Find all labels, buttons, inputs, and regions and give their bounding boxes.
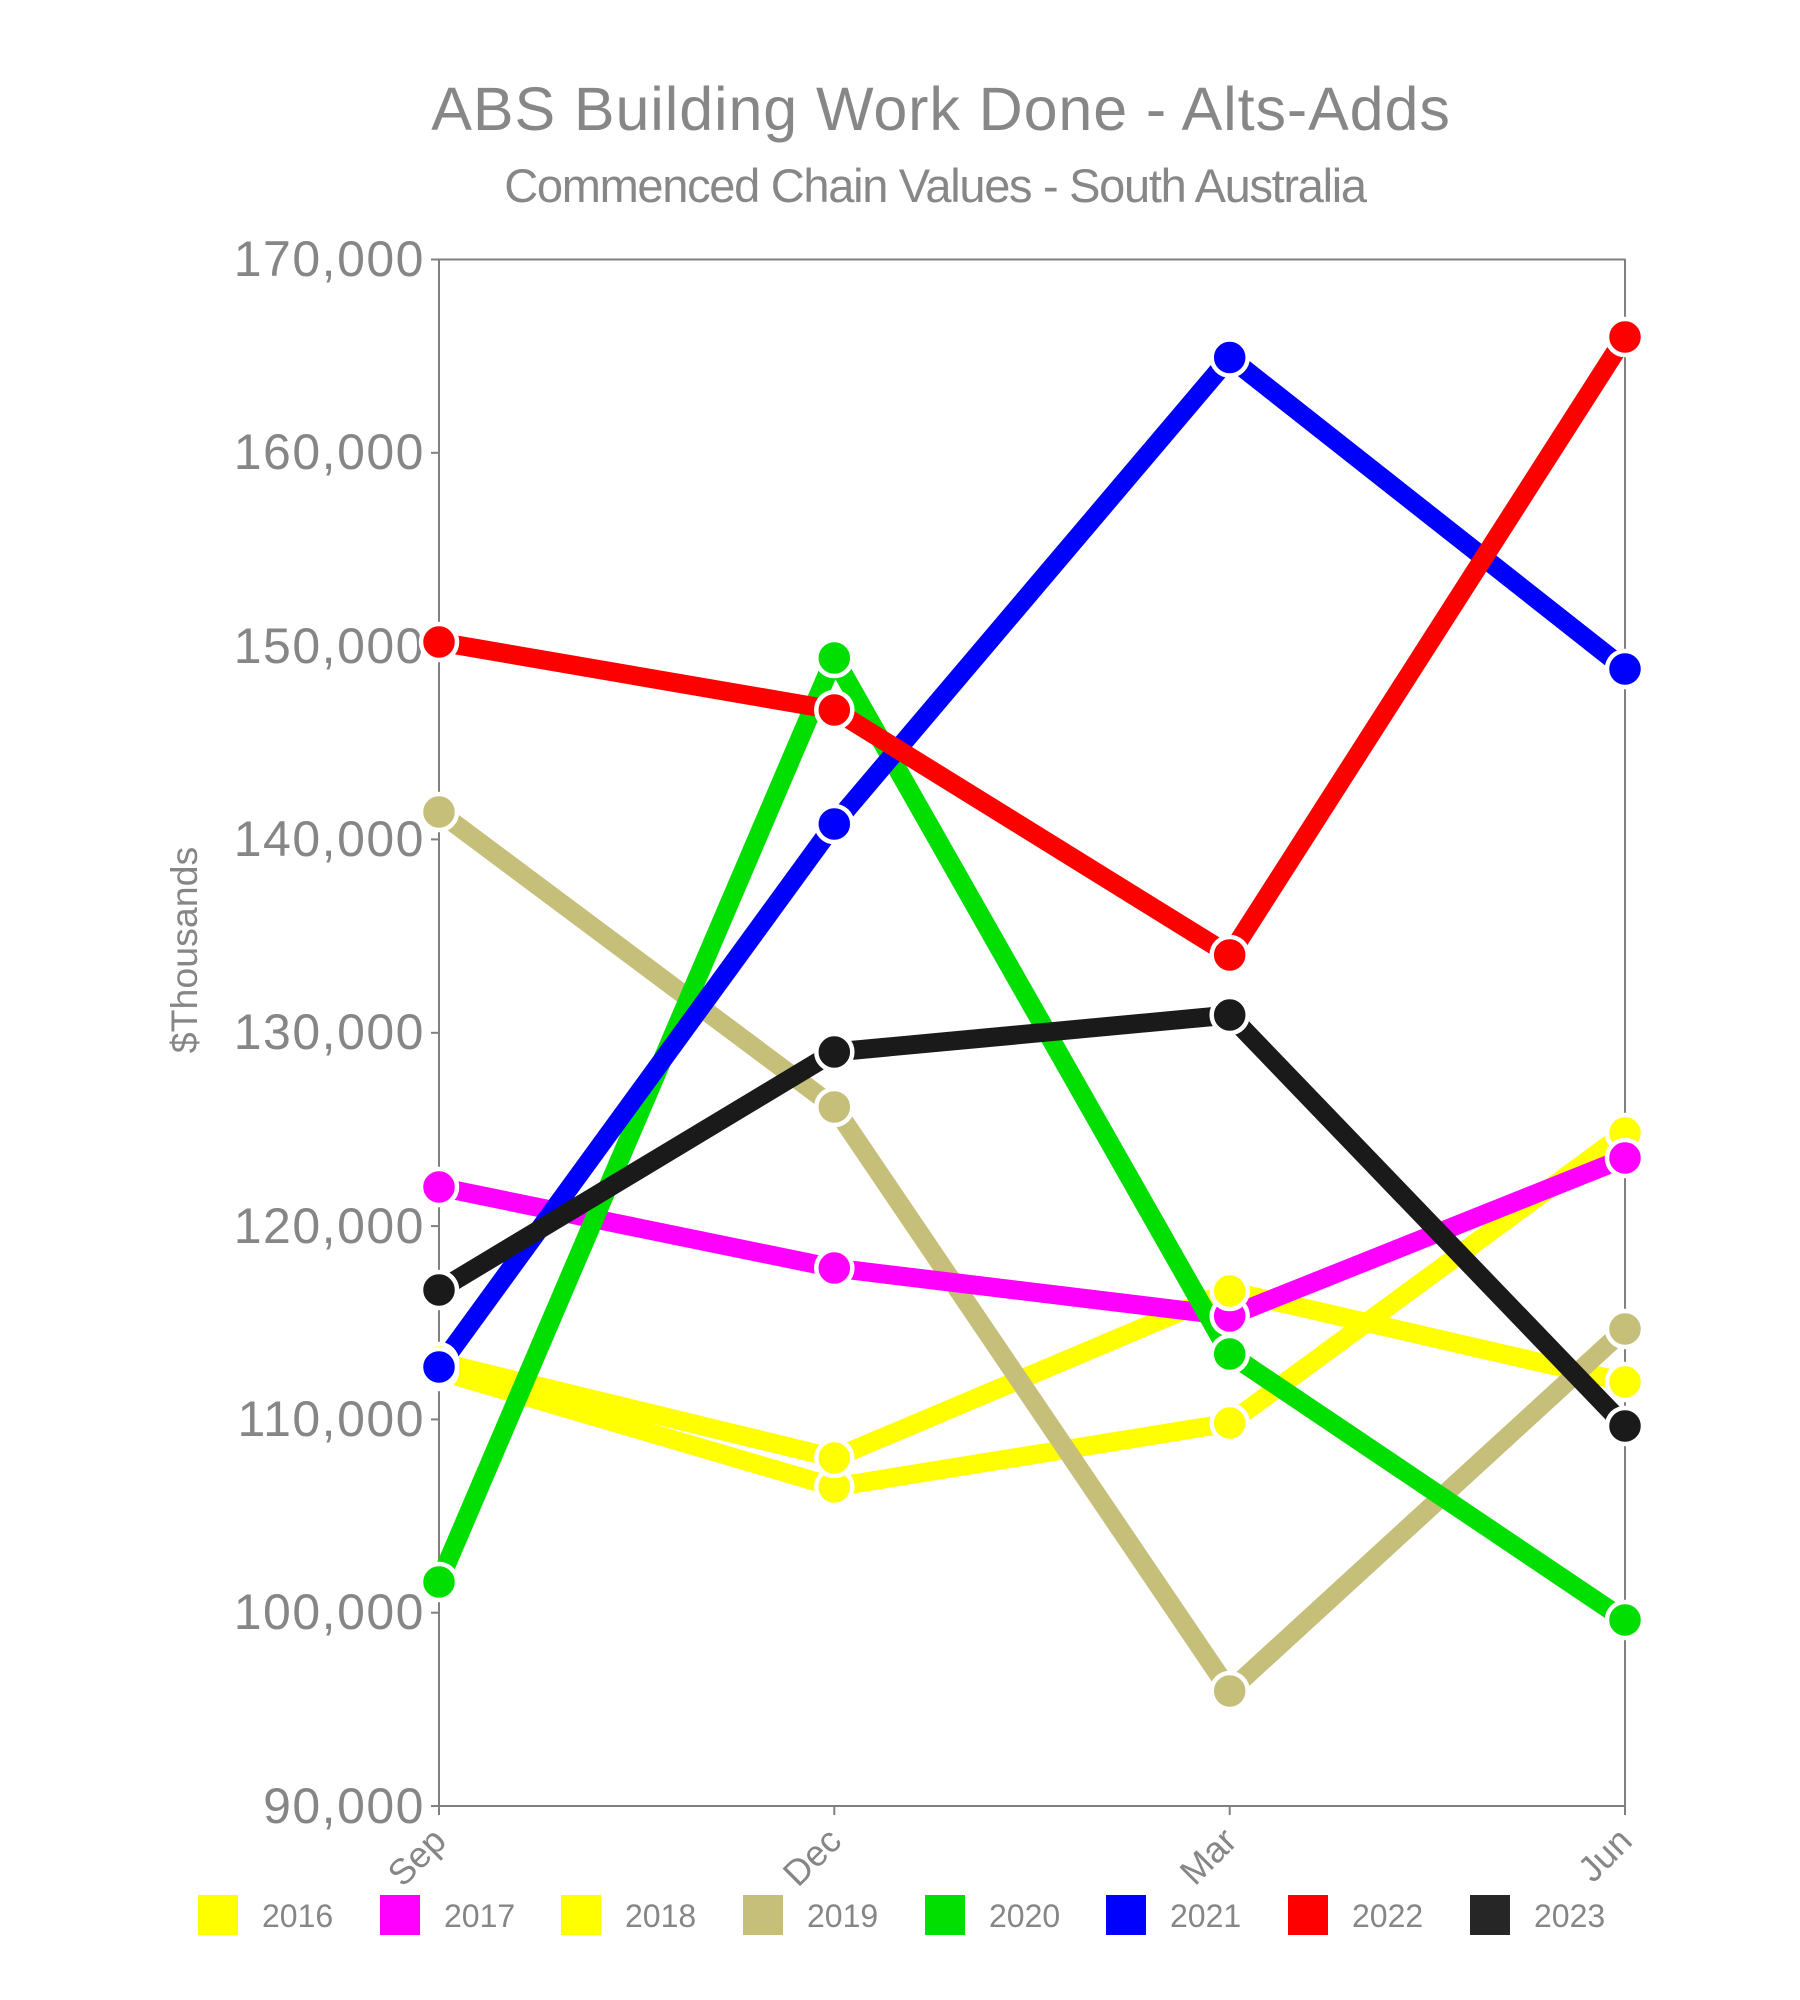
svg-text:130,000: 130,000 bbox=[234, 1004, 425, 1060]
svg-text:2021: 2021 bbox=[1170, 1898, 1241, 1934]
svg-text:2016: 2016 bbox=[262, 1898, 333, 1934]
svg-text:2019: 2019 bbox=[807, 1898, 878, 1934]
svg-text:2022: 2022 bbox=[1352, 1898, 1423, 1934]
svg-text:$Thousands: $Thousands bbox=[163, 847, 205, 1053]
svg-text:150,000: 150,000 bbox=[234, 618, 425, 674]
svg-text:2020: 2020 bbox=[989, 1898, 1060, 1934]
svg-text:110,000: 110,000 bbox=[237, 1391, 425, 1447]
svg-text:160,000: 160,000 bbox=[234, 424, 425, 480]
svg-text:140,000: 140,000 bbox=[234, 811, 425, 867]
svg-text:100,000: 100,000 bbox=[234, 1584, 425, 1640]
svg-text:2018: 2018 bbox=[625, 1898, 696, 1934]
svg-text:2017: 2017 bbox=[444, 1898, 515, 1934]
svg-text:Commenced Chain Values - South: Commenced Chain Values - South Australia bbox=[504, 159, 1368, 212]
svg-text:170,000: 170,000 bbox=[234, 231, 425, 287]
svg-text:ABS Building Work Done - Alts-: ABS Building Work Done - Alts-Adds bbox=[431, 75, 1450, 143]
svg-text:90,000: 90,000 bbox=[263, 1778, 425, 1834]
svg-text:2023: 2023 bbox=[1534, 1898, 1605, 1934]
svg-text:120,000: 120,000 bbox=[234, 1198, 425, 1254]
